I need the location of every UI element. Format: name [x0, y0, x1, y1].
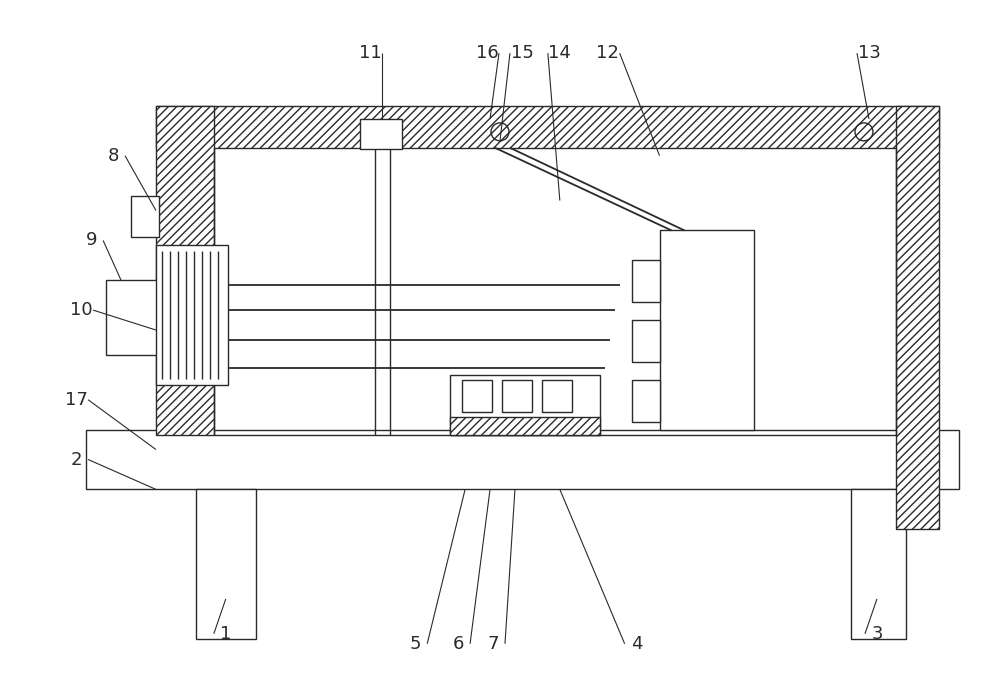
Text: 13: 13: [858, 44, 880, 62]
Text: 6: 6: [452, 635, 464, 653]
Bar: [450, 417, 600, 435]
Bar: [131, 196, 159, 238]
Bar: [450, 375, 600, 435]
Bar: [156, 106, 214, 435]
Text: 12: 12: [596, 44, 619, 62]
Text: 16: 16: [476, 44, 498, 62]
Bar: [86, 430, 959, 490]
Bar: [106, 280, 158, 355]
Bar: [660, 230, 754, 430]
Text: 17: 17: [65, 390, 88, 409]
Text: 10: 10: [70, 301, 92, 319]
Text: 4: 4: [631, 635, 642, 653]
Bar: [156, 106, 939, 148]
Bar: [632, 320, 660, 362]
Text: 14: 14: [548, 44, 571, 62]
Text: 5: 5: [409, 635, 421, 653]
Text: 7: 7: [487, 635, 499, 653]
Bar: [542, 380, 572, 411]
Text: 2: 2: [70, 450, 82, 469]
Bar: [156, 245, 228, 385]
Bar: [896, 106, 939, 529]
Text: 8: 8: [107, 147, 119, 165]
Text: 3: 3: [871, 625, 883, 643]
Text: 1: 1: [220, 625, 231, 643]
Bar: [196, 490, 256, 639]
Bar: [502, 380, 532, 411]
Bar: [851, 490, 906, 639]
Bar: [360, 119, 402, 149]
Bar: [632, 380, 660, 422]
Bar: [462, 380, 492, 411]
Bar: [632, 260, 660, 302]
Text: 9: 9: [85, 232, 97, 249]
Text: 15: 15: [511, 44, 533, 62]
Text: 11: 11: [359, 44, 382, 62]
